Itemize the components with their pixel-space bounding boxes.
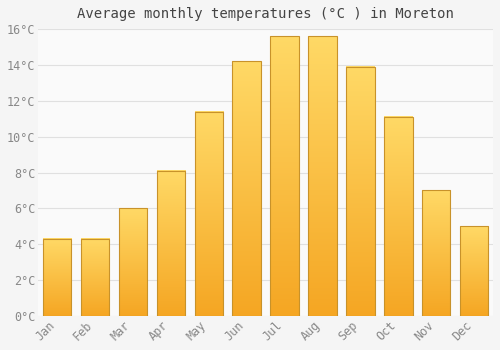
Bar [232, 61, 261, 316]
Bar [422, 190, 450, 316]
Bar [43, 239, 72, 316]
Bar [460, 226, 488, 316]
Bar [194, 112, 223, 316]
Bar [119, 208, 147, 316]
Bar [346, 67, 374, 316]
Bar [270, 36, 299, 316]
Bar [308, 36, 336, 316]
Title: Average monthly temperatures (°C ) in Moreton: Average monthly temperatures (°C ) in Mo… [77, 7, 454, 21]
Bar [384, 117, 412, 316]
Bar [81, 239, 110, 316]
Bar [156, 171, 185, 316]
